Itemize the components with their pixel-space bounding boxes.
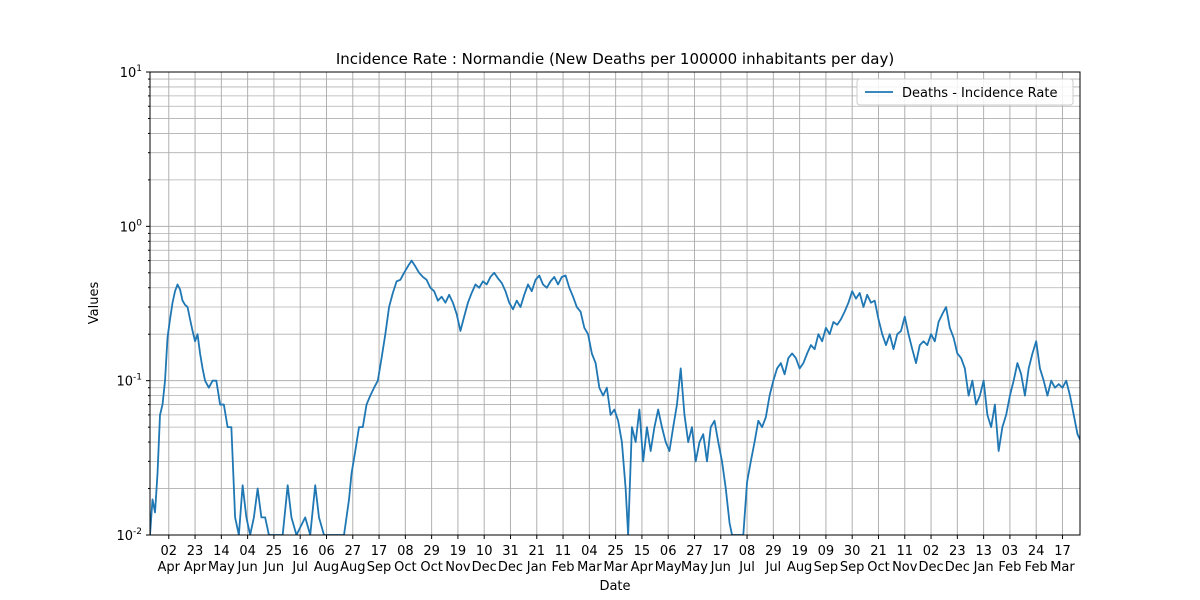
x-tick-month: Sep xyxy=(814,560,839,575)
plot-area xyxy=(150,259,1080,535)
x-tick-month: Oct xyxy=(420,560,442,575)
x-tick-month: Jul xyxy=(738,560,755,575)
x-tick-day: 02 xyxy=(923,544,940,559)
plot-frame xyxy=(149,71,1081,536)
y-tick-marks xyxy=(146,71,150,536)
y-tick-label: 101 xyxy=(120,64,142,81)
x-tick-month: Jul xyxy=(764,560,781,575)
x-tick-day: 27 xyxy=(344,544,361,559)
x-tick-day: 08 xyxy=(397,544,414,559)
x-tick-month: Jan xyxy=(526,560,547,575)
y-tick-label: 10-1 xyxy=(116,373,142,390)
x-tick-month: Jun xyxy=(710,560,731,575)
x-tick-month: Aug xyxy=(340,560,365,575)
x-tick-month: Jan xyxy=(973,560,994,575)
x-tick-day: 11 xyxy=(896,544,913,559)
chart-title: Incidence Rate : Normandie (New Deaths p… xyxy=(336,50,894,68)
x-tick-month: Jun xyxy=(236,560,257,575)
x-tick-day: 02 xyxy=(161,544,178,559)
x-tick-month: Aug xyxy=(314,560,339,575)
x-tick-day: 25 xyxy=(266,544,283,559)
x-tick-day: 19 xyxy=(450,544,467,559)
legend-label: Deaths - Incidence Rate xyxy=(902,86,1057,101)
deaths-incidence-rate-line xyxy=(150,259,1080,535)
x-tick-day: 29 xyxy=(423,544,440,559)
y-tick-labels: 10-2 10-1 100 101 xyxy=(116,64,142,544)
x-tick-day: 08 xyxy=(739,544,756,559)
x-tick-day: 31 xyxy=(502,544,519,559)
x-tick-day: 21 xyxy=(528,544,545,559)
x-tick-day: 04 xyxy=(581,544,598,559)
x-tick-month: Apr xyxy=(184,560,207,575)
x-tick-month: Sep xyxy=(367,560,392,575)
x-tick-day: 17 xyxy=(712,544,729,559)
x-tick-day: 27 xyxy=(686,544,703,559)
x-tick-day: 23 xyxy=(187,544,204,559)
x-tick-month: Dec xyxy=(498,560,523,575)
x-tick-marks xyxy=(168,535,1063,539)
y-tick-label: 10-2 xyxy=(116,527,142,544)
x-tick-month: Oct xyxy=(867,560,889,575)
y-axis-label: Values xyxy=(87,282,102,325)
grid-layer xyxy=(150,72,1080,536)
x-tick-day: 13 xyxy=(975,544,992,559)
y-tick-label: 100 xyxy=(120,218,143,235)
x-tick-day: 10 xyxy=(476,544,493,559)
x-tick-month: Mar xyxy=(577,560,602,575)
x-tick-month: Dec xyxy=(945,560,970,575)
x-tick-month: Dec xyxy=(918,560,943,575)
x-tick-day: 04 xyxy=(239,544,256,559)
x-tick-month: Feb xyxy=(552,560,575,575)
x-tick-month: Apr xyxy=(631,560,654,575)
x-tick-month: May xyxy=(681,560,708,575)
x-tick-month: Mar xyxy=(603,560,628,575)
x-tick-month: Nov xyxy=(445,560,471,575)
x-tick-month: May xyxy=(655,560,682,575)
x-tick-day: 17 xyxy=(371,544,388,559)
x-tick-month: Feb xyxy=(998,560,1021,575)
x-tick-month: Nov xyxy=(892,560,918,575)
x-tick-month: Feb xyxy=(1025,560,1048,575)
x-tick-month: Mar xyxy=(1050,560,1075,575)
x-tick-month: Apr xyxy=(158,560,181,575)
x-tick-day: 30 xyxy=(844,544,861,559)
legend: Deaths - Incidence Rate xyxy=(856,78,1074,106)
x-tick-day: 19 xyxy=(791,544,808,559)
legend-box xyxy=(856,78,1074,106)
x-tick-month: Dec xyxy=(472,560,497,575)
x-tick-day: 06 xyxy=(660,544,677,559)
x-tick-month: Sep xyxy=(840,560,865,575)
x-tick-day: 21 xyxy=(870,544,887,559)
x-tick-day: 23 xyxy=(949,544,966,559)
x-tick-day: 14 xyxy=(213,544,230,559)
x-tick-day: 29 xyxy=(765,544,782,559)
x-tick-day: 24 xyxy=(1028,544,1045,559)
x-tick-day: 17 xyxy=(1054,544,1071,559)
x-axis-label: Date xyxy=(599,579,630,594)
x-tick-month: May xyxy=(208,560,235,575)
x-tick-day: 03 xyxy=(1002,544,1019,559)
x-tick-day: 06 xyxy=(318,544,335,559)
x-tick-month: Jul xyxy=(291,560,308,575)
x-tick-month: Oct xyxy=(394,560,416,575)
x-tick-month: Jun xyxy=(263,560,284,575)
x-tick-day: 15 xyxy=(634,544,651,559)
x-tick-day: 11 xyxy=(555,544,572,559)
x-tick-labels: 02Apr23Apr14May04Jun25Jun16Jul06Aug27Aug… xyxy=(158,544,1076,575)
x-tick-day: 16 xyxy=(292,544,309,559)
x-tick-day: 25 xyxy=(607,544,624,559)
x-tick-day: 09 xyxy=(818,544,835,559)
x-tick-month: Aug xyxy=(787,560,812,575)
